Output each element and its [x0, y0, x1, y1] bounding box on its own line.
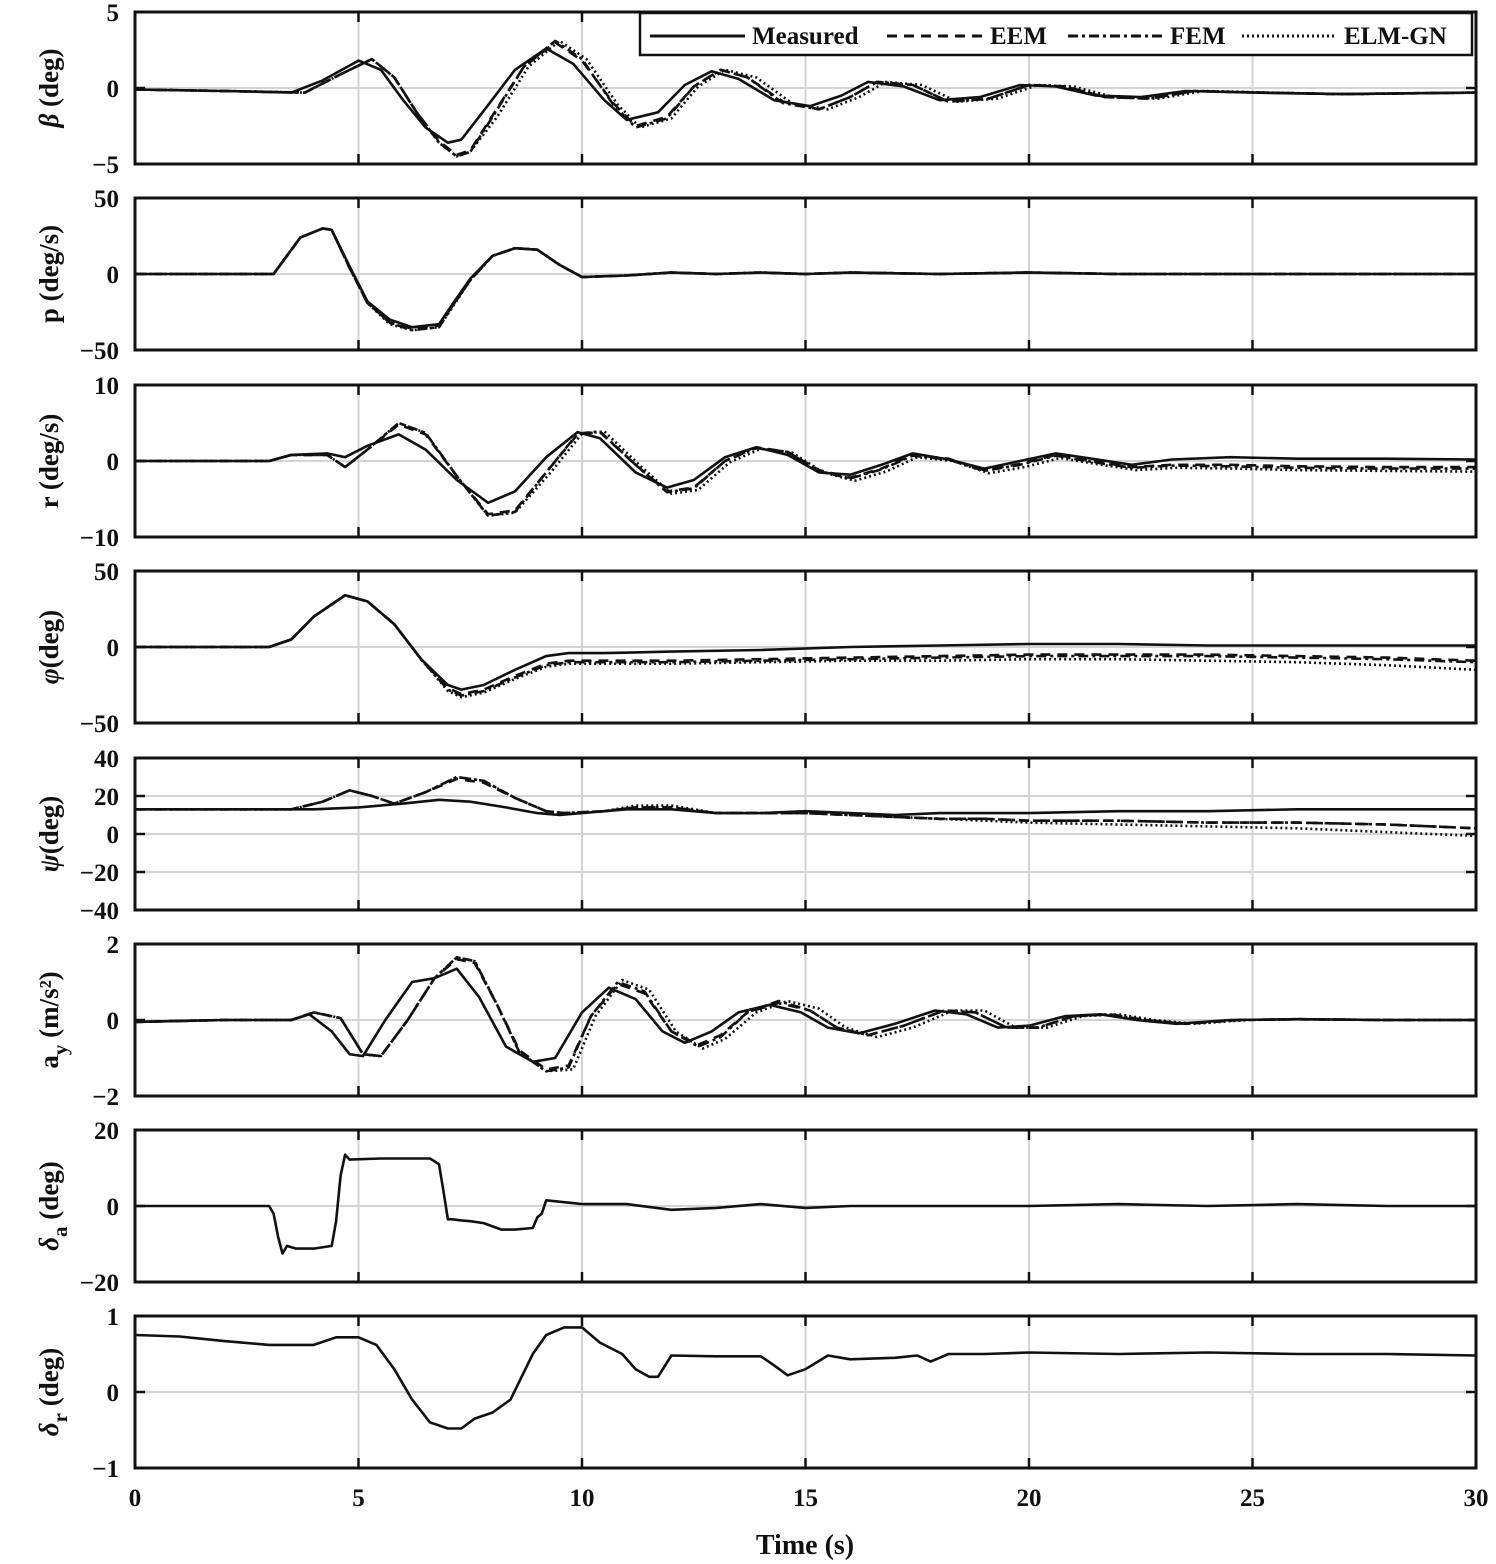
y-tick-label: 50 — [94, 186, 119, 213]
y-tick-label: −20 — [80, 860, 119, 887]
series-measured — [135, 798, 1476, 817]
y-tick-label: −50 — [80, 711, 119, 738]
y-tick-label: 0 — [107, 822, 120, 849]
y-tick-label: 0 — [107, 76, 120, 103]
y-axis-label-ay: ay (m/s²) — [34, 971, 72, 1068]
series-measured — [135, 227, 1476, 329]
x-tick-label: 20 — [1017, 1485, 1042, 1512]
y-tick-label: −20 — [80, 1270, 119, 1297]
series-measured — [134, 1326, 1477, 1430]
x-tick-label: 25 — [1240, 1485, 1265, 1512]
panel-phi: −50 0 50 φ(deg) — [34, 559, 1478, 738]
series-measured — [134, 967, 1476, 1064]
x-tick-label: 30 — [1464, 1485, 1489, 1512]
series-eem — [135, 777, 1477, 830]
series-measured — [134, 47, 1477, 144]
y-axis-label-delta_r: δr (deg) — [34, 1348, 72, 1436]
y-tick-label: 0 — [107, 1380, 120, 1407]
y-tick-label: 1 — [107, 1304, 120, 1331]
y-tick-label: 0 — [107, 1194, 120, 1221]
y-tick-label: 2 — [107, 932, 120, 959]
y-tick-label: −1 — [92, 1456, 119, 1483]
y-tick-label: 0 — [107, 449, 120, 476]
legend-label-elm-gn: ELM-GN — [1344, 23, 1447, 50]
y-tick-label: 5 — [107, 0, 120, 27]
x-axis-label: Time (s) — [756, 1530, 854, 1561]
y-tick-label: 50 — [94, 559, 119, 586]
legend-label-measured: Measured — [752, 23, 859, 50]
series-eem — [134, 41, 1477, 157]
x-axis-tick-labels: 0 5 10 15 20 25 30 — [129, 1485, 1489, 1512]
panel-delta_r: −1 0 1 δr (deg) — [34, 1304, 1478, 1483]
x-tick-label: 10 — [570, 1485, 595, 1512]
panel-ay: −2 0 2 ay (m/s²) — [34, 932, 1478, 1111]
series-measured — [135, 593, 1476, 691]
y-tick-label: 20 — [94, 1118, 119, 1145]
y-tick-label: 40 — [94, 746, 119, 773]
y-tick-label: −40 — [80, 898, 119, 925]
y-axis-label-r: r (deg/s) — [34, 414, 64, 509]
y-tick-label: 0 — [107, 262, 120, 289]
legend-label-fem: FEM — [1170, 23, 1226, 50]
x-tick-label: 0 — [129, 1485, 142, 1512]
y-axis-label-beta: β (deg) — [34, 48, 64, 128]
y-tick-label: −10 — [80, 525, 119, 552]
series-eem — [135, 423, 1476, 516]
y-tick-label: −2 — [92, 1084, 119, 1111]
series-elm-gn — [134, 955, 1476, 1073]
series-fem — [135, 775, 1477, 830]
panel-p: −50 0 50 p (deg/s) — [34, 186, 1478, 365]
series-measured — [135, 1153, 1476, 1255]
series-elm-gn — [135, 593, 1477, 699]
y-tick-label: −5 — [92, 152, 119, 179]
x-tick-label: 5 — [352, 1485, 365, 1512]
y-tick-label: 0 — [107, 635, 120, 662]
panel-delta_a: −20 0 20 δa (deg) — [34, 1118, 1478, 1297]
y-axis-label-p: p (deg/s) — [34, 225, 64, 323]
panel-beta: −5 0 5 β (deg) — [34, 0, 1478, 179]
y-tick-label: 20 — [94, 784, 119, 811]
legend: Measured EEM FEM ELM-GN — [638, 11, 1474, 57]
legend-label-eem: EEM — [990, 23, 1047, 50]
y-tick-label: 10 — [94, 373, 119, 400]
y-axis-label-psi: ψ(deg) — [34, 796, 64, 873]
series-measured — [135, 430, 1477, 505]
panel-psi: −40 −20 0 20 40 ψ(deg) — [34, 746, 1478, 925]
y-axis-label-phi: φ(deg) — [34, 610, 64, 684]
y-tick-label: 0 — [107, 1008, 120, 1035]
y-tick-label: −50 — [80, 338, 119, 365]
x-tick-label: 15 — [793, 1485, 818, 1512]
legend-box — [638, 11, 1474, 57]
y-axis-label-delta_a: δa (deg) — [34, 1161, 72, 1251]
panel-r: −10 0 10 r (deg/s) — [34, 373, 1478, 552]
